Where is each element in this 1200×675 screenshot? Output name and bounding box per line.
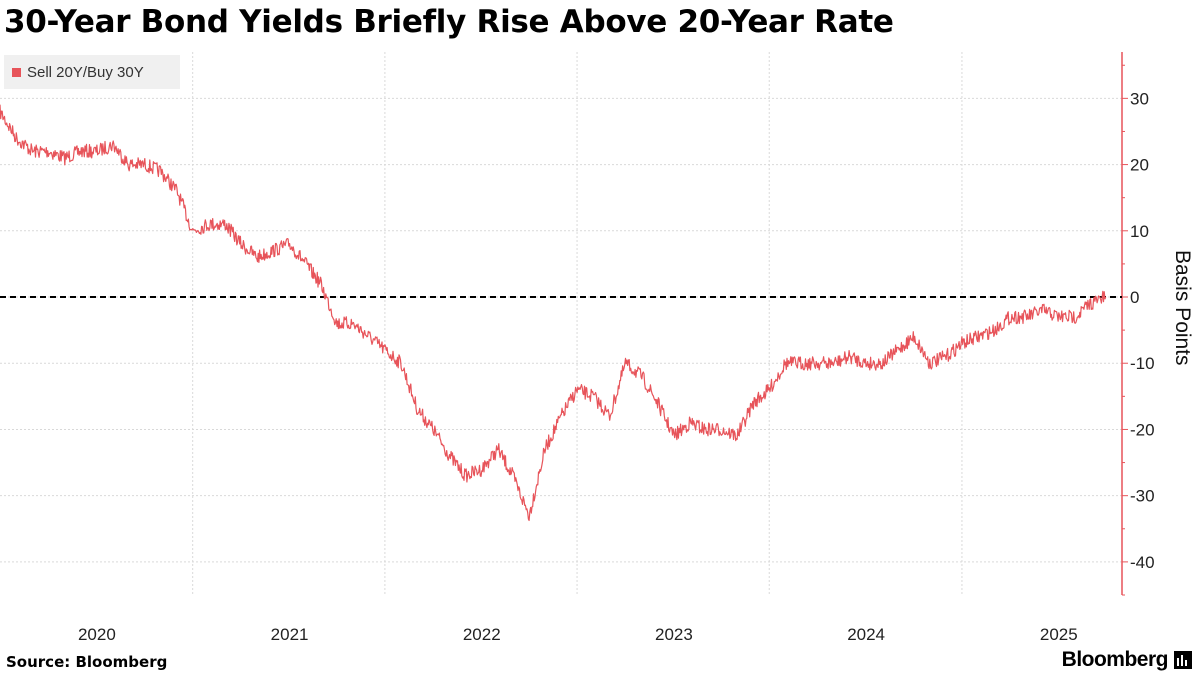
y-tick-label: 0 bbox=[1130, 288, 1139, 307]
series-line-sell-20y-buy-30y bbox=[0, 104, 1107, 522]
source-note: Source: Bloomberg bbox=[6, 653, 168, 671]
y-axis-title: Basis Points bbox=[1171, 250, 1194, 366]
x-tick-label: 2022 bbox=[463, 625, 501, 644]
x-tick-label: 2025 bbox=[1040, 625, 1078, 644]
x-tick-label: 2024 bbox=[847, 625, 885, 644]
gridlines bbox=[0, 52, 1122, 595]
y-tick-label: 20 bbox=[1130, 156, 1149, 175]
y-tick-label: 10 bbox=[1130, 222, 1149, 241]
y-axis: 30 20 10 0 -10 -20 -30 -40 bbox=[1121, 52, 1155, 596]
y-tick-label: -20 bbox=[1130, 420, 1155, 439]
x-axis-labels: 2020 2021 2022 2023 2024 2025 bbox=[78, 625, 1078, 644]
y-tick-label: -30 bbox=[1130, 487, 1155, 506]
legend: Sell 20Y/Buy 30Y bbox=[4, 55, 180, 89]
y-tick-label: -10 bbox=[1130, 354, 1155, 373]
x-tick-label: 2021 bbox=[271, 625, 309, 644]
y-tick-label: -40 bbox=[1130, 553, 1155, 572]
x-tick-label: 2023 bbox=[655, 625, 693, 644]
chart-title: 30-Year Bond Yields Briefly Rise Above 2… bbox=[4, 4, 894, 40]
legend-swatch bbox=[12, 67, 21, 77]
brand-logo: Bloomberg bbox=[1061, 648, 1169, 671]
legend-label: Sell 20Y/Buy 30Y bbox=[27, 63, 144, 81]
y-tick-label: 30 bbox=[1130, 89, 1149, 108]
x-tick-label: 2020 bbox=[78, 625, 116, 644]
bloomberg-terminal-icon bbox=[1174, 651, 1192, 669]
